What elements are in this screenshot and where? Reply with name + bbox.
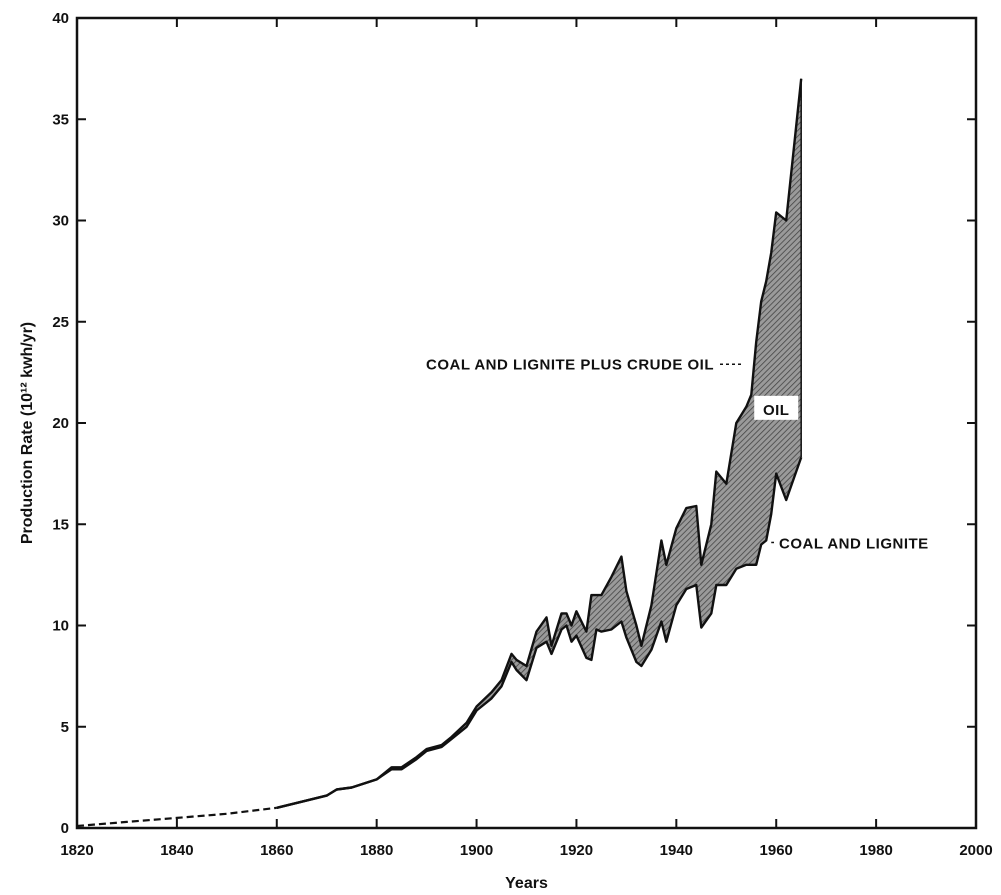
series-line-coal-and-lignite: [276, 457, 803, 809]
x-tick-label: 1920: [560, 842, 593, 859]
plot-frame: [75, 16, 978, 830]
axis-ticks: [76, 17, 977, 829]
oil-label-box: [754, 395, 799, 420]
oil-area: [77, 78, 802, 827]
x-tick-label: 2000: [959, 842, 992, 859]
y-tick-label: 5: [61, 719, 69, 736]
annotation-coal-and-lignite: COAL AND LIGNITE: [779, 535, 929, 552]
series-line-coal-lignite-plus-oil: [276, 78, 803, 809]
series-layer: [76, 78, 803, 828]
annotation-oil: OIL: [763, 402, 790, 419]
y-tick-label: 25: [52, 314, 69, 331]
x-tick-label: 1960: [760, 842, 793, 859]
y-tick-label: 35: [52, 111, 69, 128]
y-tick-label: 40: [52, 10, 69, 27]
y-tick-label: 30: [52, 213, 69, 230]
y-tick-label: 15: [52, 516, 69, 533]
x-tick-label: 1820: [60, 842, 93, 859]
x-axis-label: Years: [505, 875, 548, 892]
series-line-early-dashed: [76, 806, 277, 828]
annotations: COAL AND LIGNITE PLUS CRUDE OIL OIL COAL A…: [426, 356, 929, 552]
x-tick-label: 1900: [460, 842, 493, 859]
y-tick-label: 20: [52, 415, 69, 432]
x-tick-label: 1940: [660, 842, 693, 859]
axis-tick-labels: 1820 1840 1860 1880 1900 1920 1940 1960 1980 2000…: [52, 10, 992, 859]
y-tick-label: 10: [52, 618, 69, 635]
x-tick-label: 1880: [360, 842, 393, 859]
x-tick-label: 1840: [160, 842, 193, 859]
annotation-coal-lignite-plus-crude-oil: COAL AND LIGNITE PLUS CRUDE OIL: [426, 356, 714, 373]
x-tick-label: 1980: [859, 842, 892, 859]
x-tick-label: 1860: [260, 842, 293, 859]
y-tick-label: 0: [61, 820, 69, 837]
y-axis-label: Production Rate (10¹² kwh/yr): [19, 322, 36, 544]
